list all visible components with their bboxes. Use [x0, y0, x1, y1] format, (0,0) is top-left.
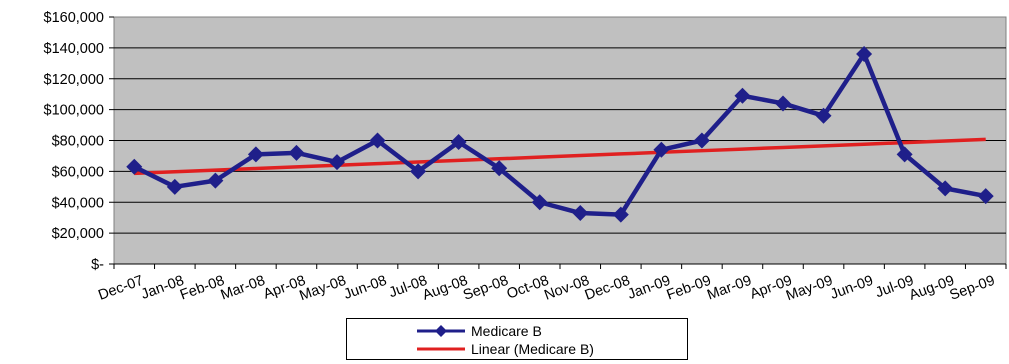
data-point-medicare-b: [977, 188, 994, 205]
data-point-medicare-b: [410, 163, 427, 180]
series-line-medicare-b: [133, 51, 987, 217]
legend-item-linear-medicare-b: Linear (Medicare B): [347, 340, 687, 358]
y-tick-label: $60,000: [52, 164, 104, 180]
data-point-medicare-b: [734, 87, 751, 104]
series-line-linear-medicare-b: [134, 137, 986, 176]
data-point-medicare-b: [572, 205, 589, 222]
x-tick-label: Mar-08: [219, 273, 268, 304]
data-point-medicare-b: [896, 146, 913, 163]
y-tick-label: $100,000: [44, 103, 104, 119]
x-tick-label: Jun-09: [828, 273, 875, 303]
x-tick-label: Sep-09: [948, 273, 997, 304]
legend-swatch-linear-medicare-b: [417, 347, 465, 351]
x-tick-label: May-08: [297, 273, 348, 305]
y-tick-label: $120,000: [44, 72, 104, 88]
data-point-medicare-b: [207, 172, 224, 189]
data-point-medicare-b: [247, 146, 264, 163]
data-point-medicare-b: [329, 154, 345, 171]
legend-label-medicare-b: Medicare B: [471, 323, 542, 339]
data-point-medicare-b: [856, 46, 873, 63]
x-tick-label: May-09: [784, 273, 835, 305]
x-tick-label: Jun-08: [342, 273, 389, 303]
line-chart: $- $20,000 $40,000 $60,000 $80,000 $100,000 $1…: [44, 10, 1007, 305]
data-point-medicare-b: [815, 107, 832, 124]
data-point-medicare-b: [653, 141, 670, 158]
data-point-medicare-b: [288, 144, 305, 161]
data-point-medicare-b: [126, 158, 143, 175]
data-point-medicare-b: [693, 132, 710, 149]
x-tick-label: Mar-09: [705, 273, 754, 304]
y-tick-label: $20,000: [52, 226, 104, 242]
data-point-medicare-b: [369, 132, 386, 149]
data-point-medicare-b: [491, 160, 508, 177]
y-tick-label: $80,000: [52, 134, 104, 150]
legend-swatch-medicare-b: [417, 325, 465, 337]
data-point-medicare-b: [775, 95, 791, 112]
legend-label-linear-medicare-b: Linear (Medicare B): [471, 341, 594, 357]
data-point-medicare-b: [450, 134, 467, 151]
y-tick-label: $160,000: [44, 10, 104, 26]
data-point-medicare-b: [166, 178, 183, 195]
data-point-medicare-b: [531, 194, 548, 211]
data-point-medicare-b: [937, 180, 954, 197]
y-tick-label: $40,000: [52, 195, 104, 211]
legend-item-medicare-b: Medicare B: [347, 322, 687, 340]
y-tick-label: $140,000: [44, 41, 104, 57]
data-point-medicare-b: [612, 206, 629, 223]
y-tick-label: $-: [91, 257, 104, 273]
chart-legend: Medicare B Linear (Medicare B): [346, 318, 688, 360]
x-tick-label: Sep-08: [461, 273, 510, 304]
